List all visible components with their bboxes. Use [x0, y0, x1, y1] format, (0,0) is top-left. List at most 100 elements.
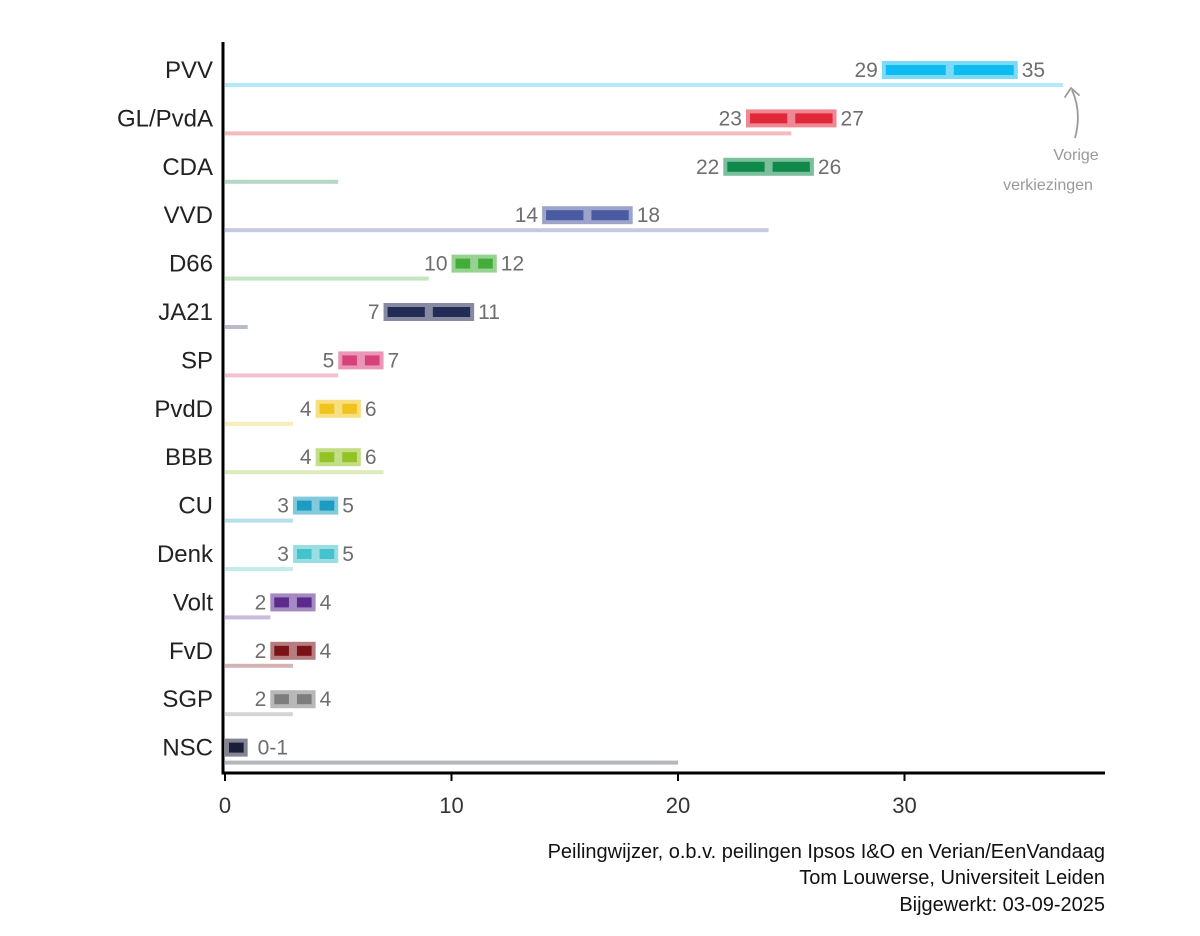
annotation-arrow-head — [1064, 87, 1080, 98]
range-bar-pvv — [881, 61, 1018, 79]
range-low-label-d66: 10 — [424, 253, 447, 276]
annotation-line-1: Vorige — [1053, 147, 1098, 164]
annotation-line-2: verkiezingen — [1003, 177, 1093, 194]
party-label-sp: SP — [181, 347, 213, 374]
party-label-volt: Volt — [173, 589, 213, 616]
range-label-nsc: 0-1 — [258, 737, 288, 760]
range-high-label-vvd: 18 — [637, 204, 660, 227]
range-core-right-ja21 — [432, 307, 471, 317]
x-tick-label-0: 0 — [219, 793, 231, 818]
previous-bar-cda — [225, 179, 339, 184]
range-low-label-cda: 22 — [696, 156, 719, 179]
range-bar-gl-pvda — [745, 109, 837, 128]
range-high-label-bbb: 6 — [365, 446, 377, 469]
range-bar-vvd — [542, 206, 633, 225]
range-high-label-pvdd: 6 — [365, 398, 377, 421]
party-label-d66: D66 — [169, 251, 213, 278]
previous-bar-gl-pvda — [225, 131, 792, 136]
party-label-cu: CU — [178, 493, 213, 520]
party-label-pvdd: PvdD — [154, 396, 213, 423]
previous-bar-sp — [225, 373, 339, 378]
range-bar-fvd — [270, 641, 316, 660]
credits: Peilingwijzer, o.b.v. peilingen Ipsos I&… — [548, 841, 1105, 916]
credit-line-1: Peilingwijzer, o.b.v. peilingen Ipsos I&… — [548, 841, 1105, 863]
range-core-left-d66 — [455, 258, 471, 269]
party-label-bbb: BBB — [165, 444, 213, 471]
range-core-right-volt — [296, 597, 312, 608]
range-high-label-fvd: 4 — [320, 640, 332, 663]
range-core-right-gl-pvda — [795, 113, 833, 124]
range-low-label-ja21: 7 — [368, 301, 380, 324]
range-core-left-bbb — [319, 452, 335, 463]
credit-line-3: Bijgewerkt: 03-09-2025 — [899, 894, 1105, 916]
previous-bar-pvv — [225, 83, 1064, 87]
range-low-label-cu: 3 — [277, 495, 289, 518]
range-high-label-sp: 7 — [388, 349, 400, 372]
range-core-left-gl-pvda — [749, 113, 788, 124]
range-high-label-cda: 26 — [818, 156, 841, 179]
range-core-left-denk — [296, 549, 312, 559]
range-core-right-d66 — [478, 258, 493, 269]
range-bar-pvdd — [315, 399, 361, 418]
range-core-left-sgp — [274, 694, 289, 705]
range-low-label-fvd: 2 — [255, 640, 267, 663]
range-low-label-sp: 5 — [323, 349, 335, 372]
range-core-left-cda — [727, 161, 765, 172]
range-core-right-vvd — [591, 210, 629, 221]
range-core-right-cda — [772, 161, 810, 172]
range-low-label-pvdd: 4 — [300, 398, 312, 421]
annotation-arrow-line — [1071, 89, 1079, 139]
range-high-label-cu: 5 — [342, 495, 354, 518]
range-high-label-sgp: 4 — [320, 688, 332, 711]
range-high-label-gl-pvda: 27 — [841, 107, 864, 130]
range-core-right-pvdd — [342, 403, 357, 414]
range-core-left-ja21 — [387, 307, 425, 317]
party-label-fvd: FvD — [169, 638, 213, 665]
range-low-label-denk: 3 — [277, 543, 289, 566]
range-high-label-volt: 4 — [320, 591, 332, 614]
range-bar-bbb — [315, 448, 361, 467]
previous-bar-vvd — [225, 228, 769, 233]
range-low-label-vvd: 14 — [515, 204, 539, 227]
party-label-pvv: PVV — [165, 57, 213, 84]
range-core-right-cu — [319, 500, 335, 511]
previous-bar-sgp — [225, 712, 293, 717]
previous-bar-denk — [225, 567, 293, 571]
previous-election-bars — [225, 83, 1064, 765]
party-label-nsc: NSC — [162, 735, 213, 762]
previous-bar-bbb — [225, 470, 384, 475]
range-bar-sp — [338, 351, 384, 370]
range-core-right-fvd — [296, 645, 312, 656]
range-core-left-cu — [296, 500, 312, 511]
range-bar-nsc — [225, 738, 248, 757]
range-low-label-bbb: 4 — [300, 446, 312, 469]
party-label-vvd: VVD — [164, 202, 213, 229]
range-low-label-pvv: 29 — [854, 59, 877, 82]
previous-bar-d66 — [225, 276, 429, 281]
range-bar-ja21 — [383, 303, 475, 321]
range-high-label-ja21: 11 — [478, 301, 500, 324]
range-bar-denk — [292, 545, 339, 563]
x-tick-label-20: 20 — [666, 793, 690, 818]
previous-bar-cu — [225, 518, 293, 523]
previous-bar-ja21 — [225, 325, 248, 329]
range-core-nsc — [229, 742, 244, 753]
previous-bar-fvd — [225, 663, 293, 668]
range-bar-volt — [270, 593, 316, 612]
range-bar-d66 — [451, 254, 497, 273]
range-high-label-d66: 12 — [501, 253, 524, 276]
range-core-left-pvdd — [319, 403, 335, 414]
range-core-left-sp — [342, 355, 357, 366]
x-tick-label-10: 10 — [439, 793, 463, 818]
party-label-denk: Denk — [157, 541, 214, 568]
party-label-gl-pvda: GL/PvdA — [117, 105, 213, 132]
range-core-left-fvd — [274, 645, 289, 656]
range-core-right-pvv — [953, 65, 1014, 75]
previous-bar-volt — [225, 615, 271, 620]
range-high-label-denk: 5 — [342, 543, 354, 566]
previous-election-annotation: Vorige verkiezingen — [1003, 87, 1099, 194]
range-bar-sgp — [270, 690, 316, 709]
range-core-right-sp — [364, 355, 380, 366]
